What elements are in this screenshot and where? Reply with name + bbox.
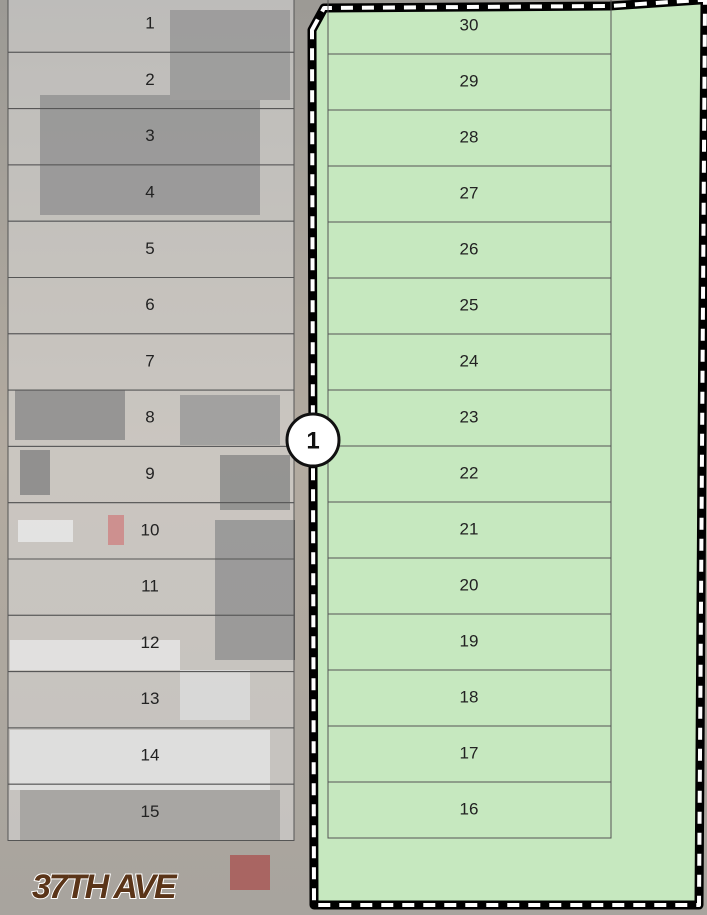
lot-number: 1 [145,14,154,33]
lot-number: 22 [460,463,479,482]
lot-number: 11 [141,577,159,596]
lot-number: 7 [145,351,154,370]
lot-number: 30 [460,15,479,34]
lot-number: 18 [460,687,479,706]
lot-number: 21 [460,519,479,538]
lot [7,389,295,447]
lot-number: 6 [145,295,154,314]
lot [7,783,295,842]
lot-number: 15 [141,802,160,821]
lot [327,781,612,839]
lot [7,333,295,391]
lot [7,558,295,616]
lot [7,220,295,278]
lot-number: 16 [460,799,479,818]
lot [7,445,295,504]
lot-number: 9 [145,464,154,483]
lot-number: 23 [460,407,479,426]
lot [7,671,295,729]
lot-number: 14 [141,746,160,765]
lot [7,0,295,53]
lot-number: 27 [460,183,479,202]
lot [7,108,295,166]
parcel-boundary-dashes [310,0,707,907]
aerial-features [10,10,295,890]
lot-number: 28 [460,127,479,146]
lot-number: 19 [460,631,479,650]
street-label: 37TH AVE [32,868,178,906]
lot-number: 4 [145,183,154,202]
lot-number: 20 [460,575,479,594]
parcel-boundary [307,0,707,910]
lot-number: 2 [145,70,154,89]
lot-number: 10 [141,520,160,539]
marker-circle [285,412,341,468]
lot [7,614,295,673]
lot [7,727,295,785]
lot-number: 13 [141,689,160,708]
lot [7,164,295,222]
lot-number: 26 [460,239,479,258]
marker-label: 1 [306,427,319,454]
lot [7,502,295,560]
right-lots: 30 29 28 27 26 25 24 23 22 21 20 19 18 17 16 [327,0,612,839]
lot-number: 12 [141,633,160,652]
lot-number: 29 [460,71,479,90]
lot-number: 5 [145,239,154,258]
lot-number: 8 [145,408,154,427]
lot-number: 17 [460,743,479,762]
lot [7,277,295,335]
lot-number: 3 [145,126,154,145]
lot-number: 24 [460,351,479,370]
lot-number: 25 [460,295,479,314]
